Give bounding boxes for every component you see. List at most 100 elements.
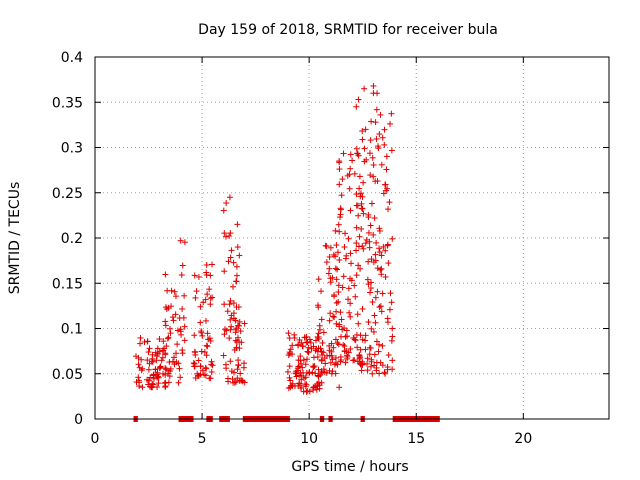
data-point: [356, 185, 363, 192]
data-point: [347, 313, 354, 320]
data-point: [206, 335, 213, 342]
data-point: [152, 366, 159, 373]
data-point: [342, 359, 349, 366]
data-point: [360, 245, 367, 252]
data-point: [315, 373, 322, 380]
data-point: [383, 166, 390, 173]
data-point: [389, 325, 396, 332]
data-point: [387, 290, 394, 297]
data-point: [368, 118, 375, 125]
data-point: [198, 348, 205, 355]
data-point: [286, 363, 293, 370]
data-point: [200, 299, 207, 306]
data-point: [385, 260, 392, 267]
data-point: [382, 273, 389, 280]
data-point: [381, 141, 388, 148]
data-point: [314, 353, 321, 360]
data-point: [336, 228, 343, 235]
data-point: [209, 294, 216, 301]
data-point: [157, 363, 164, 370]
data-point: [315, 366, 322, 373]
data-point: [334, 266, 341, 273]
data-point: [340, 150, 347, 157]
data-point: [209, 261, 216, 268]
data-point: [318, 288, 325, 295]
data-point: [334, 361, 341, 368]
data-point: [172, 293, 179, 300]
data-point: [289, 342, 296, 349]
data-point: [178, 331, 185, 338]
data-point: [368, 325, 375, 332]
data-point: [237, 370, 244, 377]
data-point: [356, 233, 363, 240]
data-point: [315, 330, 322, 337]
data-point: [149, 358, 156, 365]
data-point: [146, 345, 153, 352]
data-point: [192, 351, 199, 358]
data-point: [160, 338, 167, 345]
data-point: [191, 272, 198, 279]
data-point: [364, 355, 371, 362]
data-point: [374, 178, 381, 185]
data-point: [320, 349, 327, 356]
data-point: [329, 356, 336, 363]
data-point: [371, 312, 378, 319]
data-point: [323, 369, 330, 376]
y-tick-label: 0.1: [61, 322, 83, 338]
data-point: [340, 273, 347, 280]
data-point: [329, 368, 336, 375]
data-point: [355, 212, 362, 219]
data-point: [136, 377, 143, 384]
data-point: [235, 357, 242, 364]
x-tick-label: 0: [91, 431, 100, 447]
data-point: [181, 292, 188, 299]
data-point: [145, 366, 152, 373]
data-point: [365, 214, 372, 221]
data-point: [222, 361, 229, 368]
data-point: [362, 337, 369, 344]
data-point: [287, 377, 294, 384]
data-point: [193, 288, 200, 295]
data-point: [389, 366, 396, 373]
data-point: [221, 268, 228, 275]
data-point: [345, 285, 352, 292]
data-point: [202, 364, 209, 371]
data-point: [357, 265, 364, 272]
data-point: [374, 288, 381, 295]
data-point: [347, 207, 354, 214]
data-point: [376, 225, 383, 232]
data-point: [365, 319, 372, 326]
data-point: [358, 205, 365, 212]
data-point: [332, 253, 339, 260]
data-point: [379, 134, 386, 141]
data-point: [241, 320, 248, 327]
data-point: [335, 298, 342, 305]
data-point: [138, 367, 145, 374]
data-point: [204, 291, 211, 298]
data-point: [367, 285, 374, 292]
data-point: [332, 227, 339, 234]
data-point: [389, 333, 396, 340]
data-point: [330, 313, 337, 320]
data-point: [376, 245, 383, 252]
data-point: [241, 360, 248, 367]
data-point: [234, 366, 241, 373]
data-point: [353, 272, 360, 279]
data-point: [162, 318, 169, 325]
y-tick-label: 0.2: [61, 231, 83, 247]
data-point: [177, 237, 184, 244]
data-point: [376, 249, 383, 256]
data-point: [364, 367, 371, 374]
data-point: [369, 299, 376, 306]
data-point: [388, 110, 395, 117]
data-point: [223, 327, 230, 334]
data-point: [234, 322, 241, 329]
data-point: [155, 380, 162, 387]
data-point: [135, 374, 142, 381]
data-point: [145, 349, 152, 356]
data-point: [233, 263, 240, 270]
data-point: [370, 231, 377, 238]
data-point: [331, 293, 338, 300]
data-point: [367, 222, 374, 229]
data-point: [169, 314, 176, 321]
